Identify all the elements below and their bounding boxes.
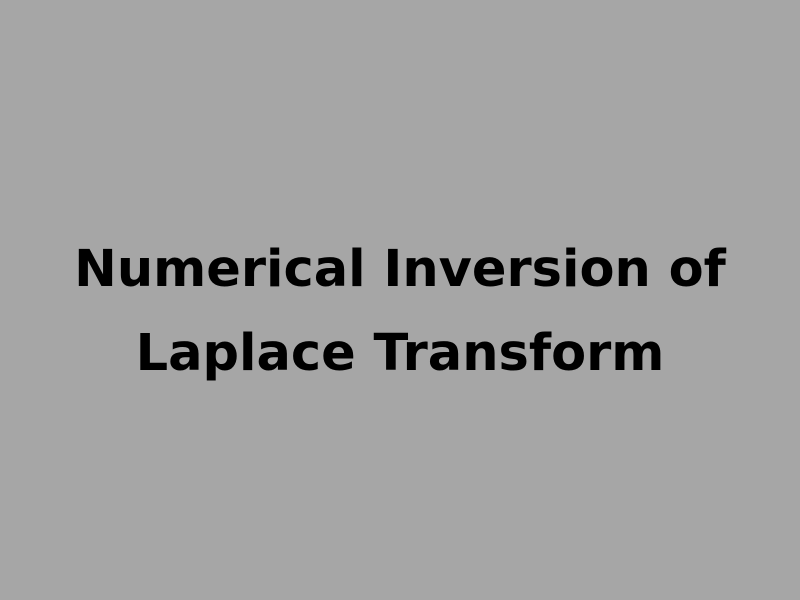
title-block: Numerical Inversion of Laplace Transform [74,228,726,396]
title-line-1: Numerical Inversion of [74,240,726,299]
title-line-2: Laplace Transform [135,324,665,383]
